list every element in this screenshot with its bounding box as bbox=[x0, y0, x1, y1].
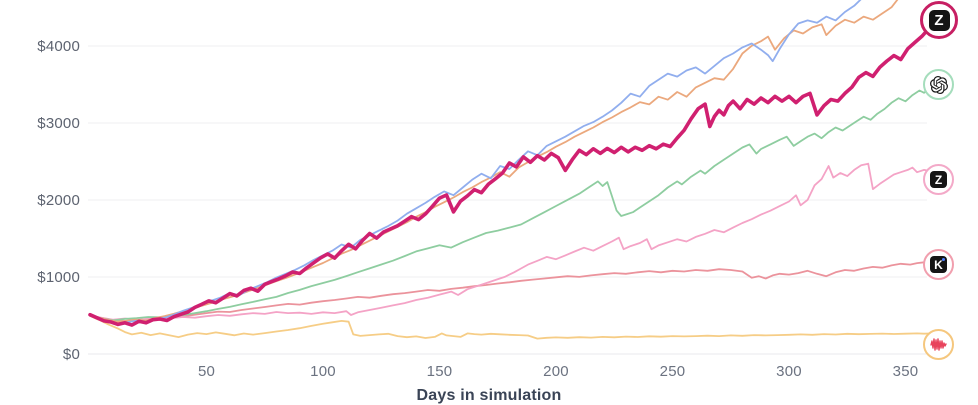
x-tick-label: 200 bbox=[543, 363, 569, 380]
waveform-glyph bbox=[929, 337, 947, 351]
series-green-openai[interactable] bbox=[89, 88, 930, 322]
k-icon[interactable]: K bbox=[923, 249, 954, 280]
x-tick-label: 100 bbox=[310, 363, 336, 380]
z-logo-square: Z bbox=[930, 171, 947, 188]
y-tick-label: $0 bbox=[62, 346, 80, 363]
x-tick-label: 50 bbox=[197, 363, 216, 380]
z-icon-dark[interactable]: Z bbox=[920, 1, 958, 39]
x-tick-label: 250 bbox=[659, 363, 686, 380]
x-tick-label: 150 bbox=[426, 363, 453, 380]
z-icon-light[interactable]: Z bbox=[923, 164, 954, 195]
x-axis-title: Days in simulation bbox=[416, 387, 562, 404]
k-letter: K bbox=[934, 257, 943, 272]
waveform-icon[interactable] bbox=[923, 329, 954, 360]
y-tick-label: $4000 bbox=[37, 38, 80, 55]
series-highlight-magenta[interactable] bbox=[88, 15, 940, 327]
z-logo-square: Z bbox=[928, 9, 950, 31]
y-tick-label: $2000 bbox=[37, 192, 80, 209]
openai-logo bbox=[929, 75, 948, 94]
series-orange[interactable] bbox=[89, 0, 899, 323]
x-tick-label: 300 bbox=[776, 363, 802, 380]
x-tick-label: 350 bbox=[892, 363, 919, 380]
series-salmon-k[interactable] bbox=[89, 260, 930, 323]
k-logo-dot bbox=[942, 258, 945, 261]
y-tick-label: $1000 bbox=[37, 269, 80, 286]
series-pink-z[interactable] bbox=[89, 162, 930, 321]
openai-icon[interactable] bbox=[923, 69, 954, 100]
series-yellow-waveform[interactable] bbox=[89, 314, 930, 340]
k-logo-square: K bbox=[930, 256, 947, 273]
y-tick-label: $3000 bbox=[37, 115, 80, 132]
